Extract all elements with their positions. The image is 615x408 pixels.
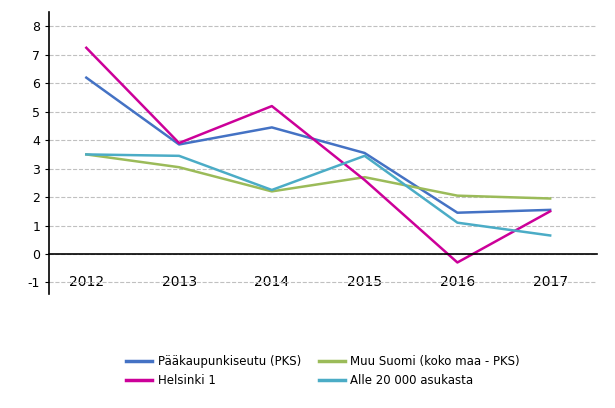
Pääkaupunkiseutu (PKS): [82, 75, 90, 80]
Alle 20 000 asukasta: [361, 153, 368, 158]
Helsinki 1: [175, 141, 183, 146]
Muu Suomi (koko maa - PKS): [175, 165, 183, 170]
Helsinki 1: [547, 209, 554, 214]
Helsinki 1: [454, 260, 461, 265]
Alle 20 000 asukasta: [547, 233, 554, 238]
Muu Suomi (koko maa - PKS): [268, 189, 276, 194]
Pääkaupunkiseutu (PKS): [268, 125, 276, 130]
Alle 20 000 asukasta: [175, 153, 183, 158]
Alle 20 000 asukasta: [268, 188, 276, 193]
Helsinki 1: [82, 45, 90, 50]
Line: Muu Suomi (koko maa - PKS): Muu Suomi (koko maa - PKS): [86, 154, 550, 199]
Legend: Pääkaupunkiseutu (PKS), Helsinki 1, Muu Suomi (koko maa - PKS), Alle 20 000 asuk: Pääkaupunkiseutu (PKS), Helsinki 1, Muu …: [121, 350, 525, 392]
Helsinki 1: [361, 177, 368, 182]
Pääkaupunkiseutu (PKS): [454, 210, 461, 215]
Line: Helsinki 1: Helsinki 1: [86, 48, 550, 262]
Muu Suomi (koko maa - PKS): [82, 152, 90, 157]
Pääkaupunkiseutu (PKS): [547, 207, 554, 212]
Line: Alle 20 000 asukasta: Alle 20 000 asukasta: [86, 154, 550, 235]
Alle 20 000 asukasta: [82, 152, 90, 157]
Muu Suomi (koko maa - PKS): [454, 193, 461, 198]
Pääkaupunkiseutu (PKS): [175, 142, 183, 147]
Alle 20 000 asukasta: [454, 220, 461, 225]
Muu Suomi (koko maa - PKS): [361, 175, 368, 180]
Helsinki 1: [268, 104, 276, 109]
Pääkaupunkiseutu (PKS): [361, 151, 368, 155]
Line: Pääkaupunkiseutu (PKS): Pääkaupunkiseutu (PKS): [86, 78, 550, 213]
Muu Suomi (koko maa - PKS): [547, 196, 554, 201]
